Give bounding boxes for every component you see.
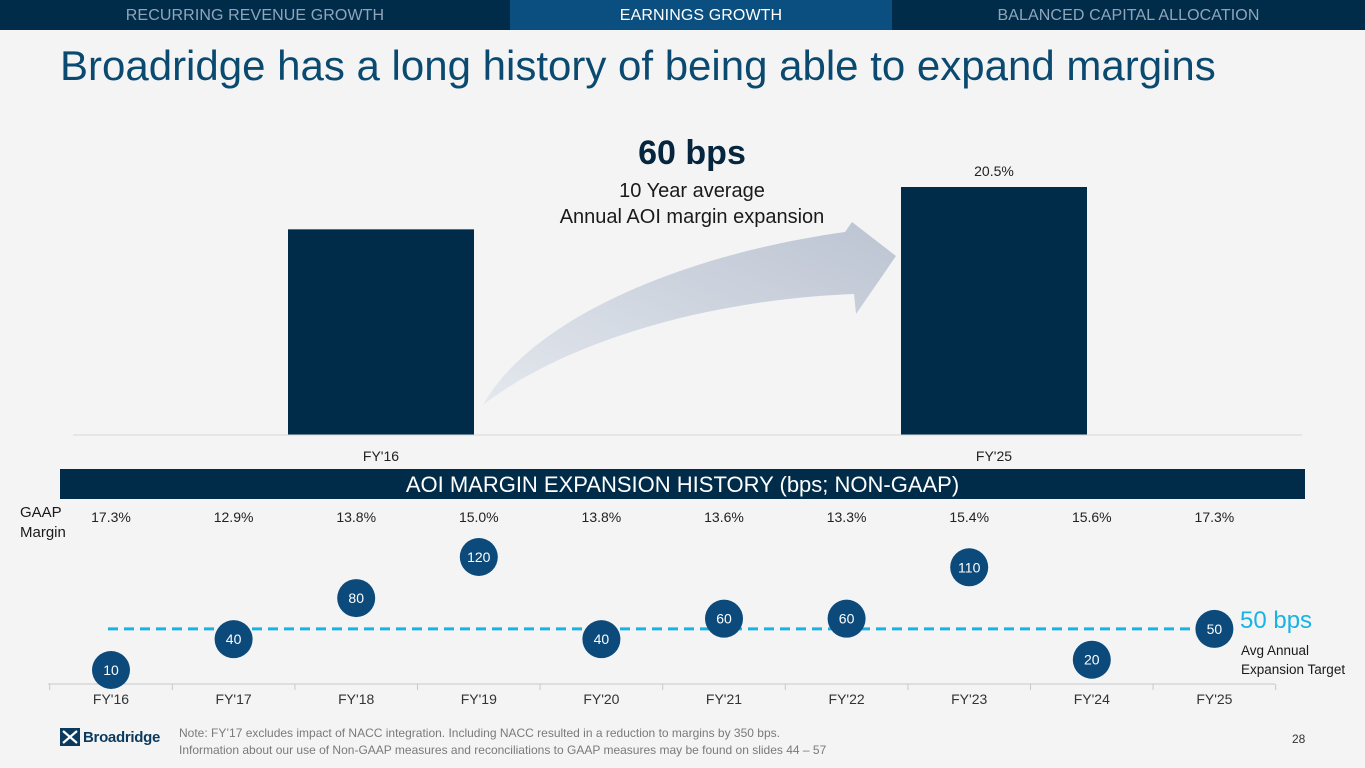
tab-earnings-growth[interactable]: EARNINGS GROWTH: [510, 0, 892, 30]
gaap-margin-value: 17.3%: [91, 509, 131, 525]
expansion-dot-value: 60: [716, 611, 732, 627]
expansion-dot-value: 10: [103, 662, 119, 678]
dot-axis-label: FY'21: [706, 691, 742, 707]
gaap-margin-value: 15.4%: [949, 509, 989, 525]
dot-axis-label: FY'19: [461, 691, 497, 707]
expansion-dot: [1195, 609, 1234, 648]
expansion-dot: [582, 620, 621, 659]
page-number: 28: [1292, 732, 1306, 746]
gaap-margin-label: GAAP Margin: [20, 503, 75, 543]
expansion-arrow: [483, 222, 896, 405]
dot-axis-label: FY'23: [951, 691, 987, 707]
bar-category-label: FY'25: [976, 448, 1012, 464]
expansion-dot: [92, 651, 130, 689]
expansion-dot: [827, 599, 866, 638]
target-label: Avg Annual Expansion Target: [1241, 641, 1361, 679]
gaap-margin-value: 13.6%: [704, 509, 744, 525]
expansion-dot-value: 50: [1207, 621, 1223, 637]
expansion-dot-value: 40: [226, 631, 242, 647]
expansion-dot: [459, 538, 498, 576]
bar-fy16: [288, 229, 474, 435]
footnote-line1: Note: FY’17 excludes impact of NACC inte…: [179, 726, 780, 740]
gaap-margin-value: 12.9%: [214, 509, 254, 525]
gaap-margin-label-text: GAAP Margin: [20, 504, 66, 541]
expansion-dot: [214, 620, 253, 659]
gaap-margin-value: 17.3%: [1195, 509, 1235, 525]
expansion-dot-value: 40: [594, 631, 610, 647]
dot-axis-label: FY'16: [93, 691, 129, 707]
bar-fy25: [901, 187, 1087, 435]
dot-axis-label: FY'18: [338, 691, 374, 707]
logo-wordmark: Broadridge: [83, 728, 161, 746]
expansion-dot: [950, 548, 989, 587]
history-header: AOI MARGIN EXPANSION HISTORY (bps; NON-G…: [60, 469, 1305, 499]
tab-recurring-revenue-growth[interactable]: RECURRING REVENUE GROWTH: [0, 0, 510, 30]
gaap-margin-value: 13.8%: [336, 509, 376, 525]
expansion-dot-value: 80: [348, 590, 364, 606]
page-title: Broadridge has a long history of being a…: [60, 42, 1216, 89]
expansion-dot-value: 120: [467, 549, 491, 565]
broadridge-mark-icon: [60, 728, 80, 746]
target-value: 50 bps: [1240, 607, 1313, 634]
expansion-dot: [337, 579, 376, 618]
bar-data-label: 20.5%: [974, 163, 1014, 179]
dot-axis-label: FY'20: [583, 691, 619, 707]
expansion-dot-value: 110: [958, 559, 981, 575]
footnote: Note: FY’17 excludes impact of NACC inte…: [179, 725, 826, 759]
section-tabs: RECURRING REVENUE GROWTH EARNINGS GROWTH…: [0, 0, 1365, 30]
expansion-dot-value: 20: [1084, 652, 1100, 668]
gaap-margin-value: 15.6%: [1072, 509, 1112, 525]
broadridge-logo[interactable]: Broadridge: [60, 728, 160, 746]
tab-balanced-capital-allocation[interactable]: BALANCED CAPITAL ALLOCATION: [892, 0, 1365, 30]
dot-axis-label: FY'22: [829, 691, 865, 707]
expansion-dot-value: 60: [839, 611, 855, 627]
dot-axis-label: FY'17: [216, 691, 252, 707]
footnote-line2: Information about our use of Non-GAAP me…: [179, 743, 827, 757]
callout-value: 60 bps: [638, 134, 746, 172]
gaap-margin-value: 15.0%: [459, 509, 499, 525]
target-label-text: Avg Annual Expansion Target: [1241, 643, 1346, 677]
gaap-margin-value: 13.3%: [827, 509, 867, 525]
expansion-dot: [1072, 640, 1111, 679]
dot-axis-label: FY'24: [1074, 691, 1110, 707]
gaap-margin-value: 13.8%: [582, 509, 622, 525]
dot-axis-label: FY'25: [1196, 691, 1232, 707]
callout-line2: Annual AOI margin expansion: [559, 206, 825, 228]
expansion-dot: [705, 599, 743, 638]
bar-category-label: FY'16: [363, 448, 399, 464]
callout-line1: 10 Year average: [619, 180, 765, 202]
